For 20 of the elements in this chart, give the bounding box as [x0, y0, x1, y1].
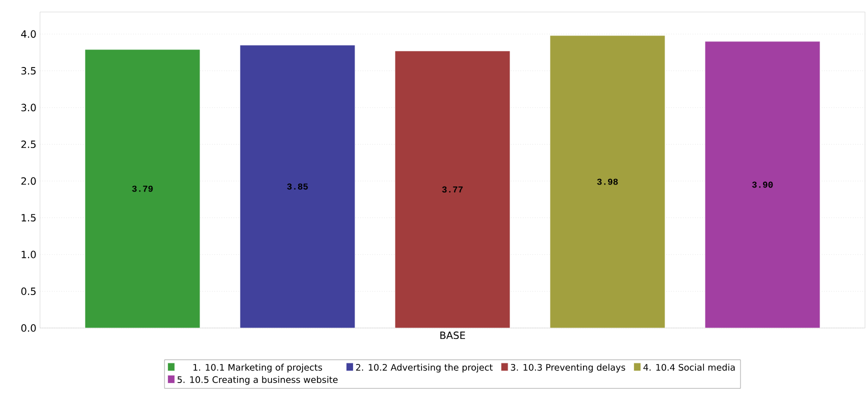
y-tick-label: 4.0	[21, 30, 36, 38]
x-tick-label: BASE	[440, 332, 465, 340]
y-tick-label: 1.0	[22, 250, 36, 258]
legend-label: 5. 10.5 Creating a business website	[178, 376, 338, 385]
legend-label: 2. 10.2 Advertising the project	[356, 364, 493, 372]
y-tick-label: 2.5	[21, 140, 36, 148]
data-label: 3.79	[132, 186, 153, 192]
y-tick-label: 0.5	[21, 287, 36, 296]
data-label: 3.77	[442, 186, 463, 193]
y-tick-label: 1.5	[22, 214, 36, 222]
y-tick-label: 3.5	[21, 67, 36, 75]
y-tick-label: 0.0	[21, 324, 36, 332]
legend-label: 3. 10.3 Preventing delays	[510, 364, 626, 372]
y-tick-label: 3.0	[21, 104, 36, 112]
legend-label: 1. 10.1 Marketing of projects	[193, 364, 322, 372]
data-label: 3.98	[597, 178, 618, 185]
data-label: 3.90	[752, 182, 773, 188]
data-label: 3.85	[287, 183, 308, 190]
legend-label: 4. 10.4 Social media	[643, 364, 735, 371]
y-tick-label: 2.0	[21, 177, 36, 185]
